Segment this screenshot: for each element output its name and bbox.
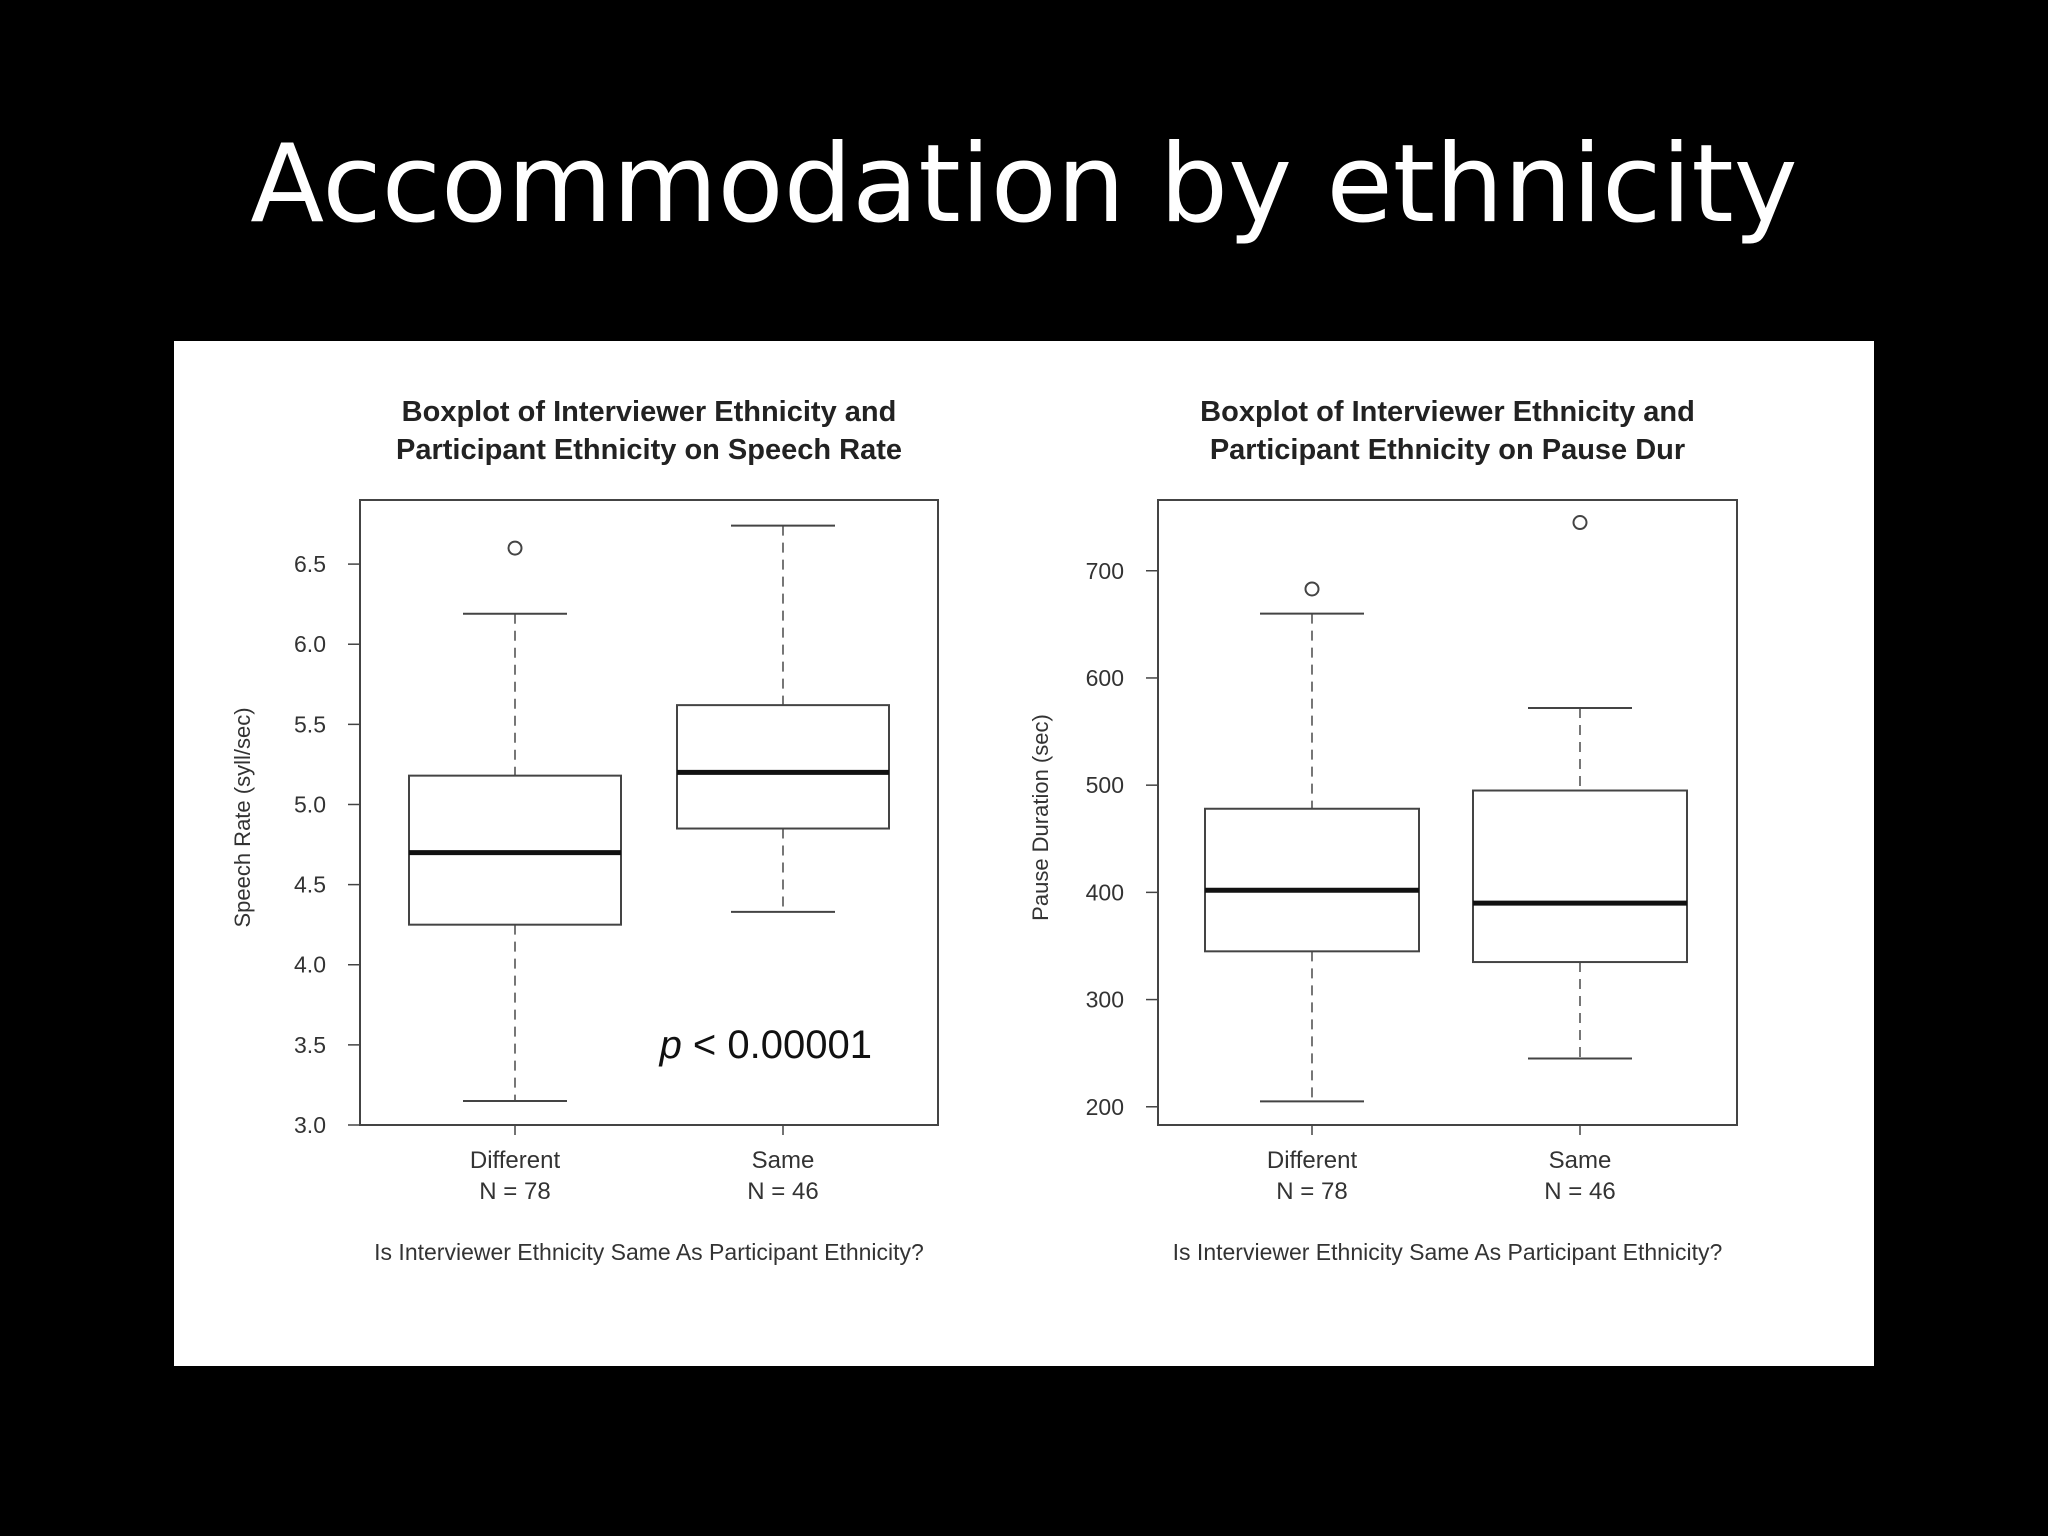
y-tick-label: 400 — [1086, 879, 1124, 905]
chart-title-line: Participant Ethnicity on Speech Rate — [396, 434, 902, 466]
category-label: Same — [1549, 1147, 1612, 1174]
boxplot-chart-1: Boxplot of Interviewer Ethnicity and Part… — [230, 396, 939, 1265]
slide-title: Accommodation by ethnicity — [250, 122, 1798, 247]
x-axis-title: Is Interviewer Ethnicity Same As Partici… — [374, 1239, 924, 1265]
y-axis-title: Pause Duration (sec) — [1028, 714, 1053, 921]
figure-panel: Boxplot of Interviewer Ethnicity and Part… — [174, 341, 1874, 1366]
y-tick-label: 5.5 — [294, 711, 326, 737]
boxplot-figure: Boxplot of Interviewer Ethnicity and Part… — [230, 396, 1738, 1265]
iqr-box — [1472, 789, 1688, 964]
box-same — [676, 524, 890, 913]
box-different — [408, 540, 622, 1102]
category-label: Same — [752, 1147, 815, 1174]
category-n-label: N = 78 — [1276, 1178, 1347, 1205]
boxplot-chart-2: Boxplot of Interviewer Ethnicity and Part… — [1028, 396, 1738, 1265]
outlier-point — [1304, 581, 1320, 597]
category-n-label: N = 46 — [747, 1178, 818, 1205]
y-tick-label: 3.0 — [294, 1112, 326, 1138]
plot-frame — [359, 499, 939, 1126]
box-different — [1204, 581, 1420, 1103]
chart-title-line: Boxplot of Interviewer Ethnicity and — [402, 396, 897, 428]
y-tick-label: 4.5 — [294, 872, 326, 898]
y-tick-label: 3.5 — [294, 1032, 326, 1058]
y-tick-label: 500 — [1086, 772, 1124, 798]
chart-title-line: Boxplot of Interviewer Ethnicity and — [1200, 396, 1695, 428]
y-tick-label: 5.0 — [294, 791, 326, 817]
iqr-box — [1204, 807, 1420, 953]
y-tick-label: 600 — [1086, 665, 1124, 691]
y-tick-label: 700 — [1086, 558, 1124, 584]
y-tick-label: 6.5 — [294, 551, 326, 577]
outlier-point — [1572, 515, 1588, 531]
category-label: Different — [1267, 1147, 1358, 1174]
iqr-box — [676, 704, 890, 830]
x-axis-title: Is Interviewer Ethnicity Same As Partici… — [1173, 1239, 1723, 1265]
y-tick-label: 200 — [1086, 1094, 1124, 1120]
box-same — [1472, 515, 1688, 1060]
chart-title-line: Participant Ethnicity on Pause Dur — [1210, 434, 1685, 466]
y-axis-title: Speech Rate (syll/sec) — [230, 707, 255, 927]
category-n-label: N = 78 — [479, 1178, 550, 1205]
p-value-annotation: p < 0.00001 — [659, 1023, 872, 1067]
category-n-label: N = 46 — [1544, 1178, 1615, 1205]
y-tick-label: 4.0 — [294, 952, 326, 978]
category-label: Different — [470, 1147, 561, 1174]
y-tick-label: 6.0 — [294, 631, 326, 657]
outlier-point — [507, 540, 523, 556]
plot-frame — [1157, 499, 1738, 1126]
y-tick-label: 300 — [1086, 987, 1124, 1013]
